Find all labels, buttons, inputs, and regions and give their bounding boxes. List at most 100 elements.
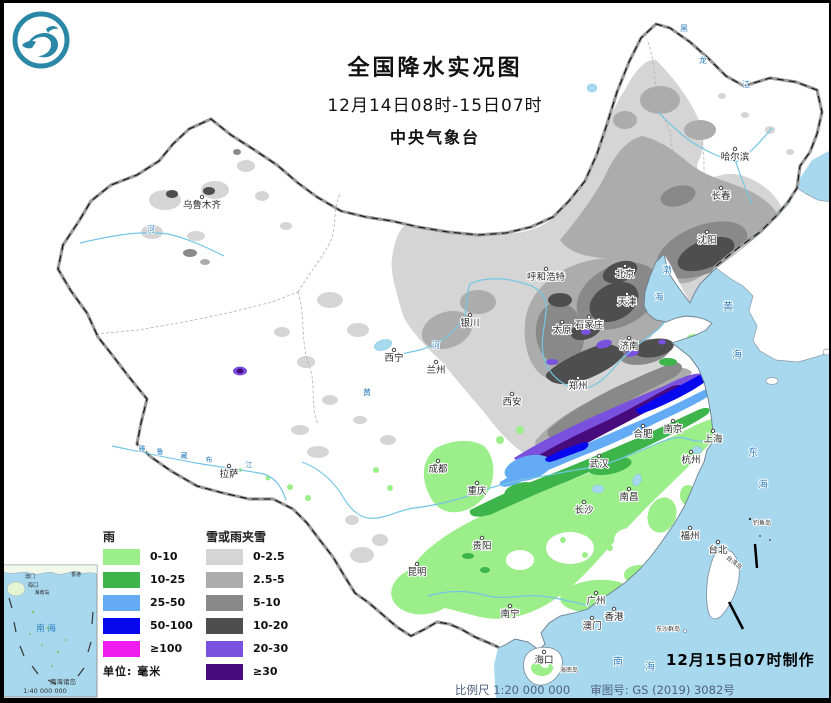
page-title: 全国降水实况图	[347, 56, 523, 81]
legend-row: ≥100	[103, 640, 193, 657]
legend-row: 20-30	[206, 640, 288, 657]
city-label: 西安	[502, 396, 521, 408]
city-marker	[687, 525, 693, 531]
city-label: 香港	[604, 611, 624, 623]
sea-or-river-label: 海	[732, 348, 742, 361]
city-label: 郑州	[568, 380, 587, 392]
city-marker	[467, 312, 473, 318]
city-label: 海口	[534, 654, 553, 666]
sea-or-river-label: 海	[645, 660, 655, 673]
legend-swatch	[206, 617, 243, 634]
city-marker	[718, 185, 724, 191]
city-marker	[543, 266, 549, 272]
city-label: 澳门	[582, 620, 601, 632]
sea-or-river-label: 海	[758, 478, 768, 491]
inset-label: 南海诸岛	[50, 677, 76, 686]
legend-swatch	[103, 571, 140, 588]
legend-range-label: 50-100	[150, 619, 193, 632]
legend-row: 0-2.5	[206, 548, 288, 565]
city-marker	[593, 590, 599, 596]
legend-rain: 雨 0-10 10-25 25-50 50-100 ≥100 单位: 毫米	[103, 528, 193, 679]
city-marker	[688, 449, 694, 455]
legend-snow: 雪或雨夹雪 0-2.5 2.5-5 5-10 10-20 20-30 ≥30	[206, 528, 288, 686]
legend-range-label: 5-10	[253, 596, 281, 609]
city-marker	[541, 649, 547, 655]
national-border	[56, 22, 824, 649]
city-marker	[509, 391, 515, 397]
city-label: 石家庄	[575, 319, 604, 331]
city-label: 重庆	[467, 485, 487, 497]
city-marker	[640, 423, 646, 429]
city-marker	[589, 615, 595, 621]
city-marker	[704, 229, 710, 235]
city-marker	[199, 194, 205, 200]
city-marker	[581, 499, 587, 505]
city-label: 长沙	[574, 504, 594, 516]
province-boundaries	[95, 41, 709, 425]
legend-swatch	[206, 594, 243, 611]
legend-range-label: 25-50	[150, 596, 186, 609]
approval-text: 审图号: GS (2019) 3082号	[590, 683, 735, 697]
city-label: 合肥	[633, 428, 653, 440]
city-label: 南宁	[500, 608, 519, 620]
city-label: 西宁	[384, 352, 403, 364]
legend-swatch	[206, 548, 243, 565]
nine-dash-line	[8, 597, 94, 685]
legend-range-label: 0-10	[150, 550, 178, 563]
inset-islands	[29, 610, 67, 667]
city-label: 上海	[703, 433, 723, 445]
city-label: 拉萨	[219, 468, 239, 480]
small-islands	[683, 517, 771, 633]
city-label: 武汉	[589, 458, 609, 470]
city-marker	[622, 263, 628, 269]
sea-or-river-label: 东	[748, 446, 758, 459]
island-label: 海南岛	[560, 666, 578, 674]
city-marker	[435, 458, 441, 464]
city-label: 贵阳	[472, 540, 491, 552]
inset-label: 1:40 000 000	[23, 687, 67, 695]
sea-or-river-label: 渤	[662, 264, 671, 276]
city-marker	[624, 291, 630, 297]
lakes	[374, 83, 703, 494]
city-label: 台北	[708, 544, 728, 556]
map-title-block: 全国降水实况图 12月14日08时-15日07时 中央气象台	[270, 50, 600, 148]
city-marker	[479, 535, 485, 541]
sea-or-river-label: 江	[742, 80, 750, 89]
island-label: 东沙群岛	[656, 625, 680, 633]
sea-or-river-label: 河	[147, 224, 155, 234]
legend-swatch	[103, 617, 140, 634]
sea-or-river-label: 龙	[699, 55, 707, 65]
city-marker	[626, 335, 632, 341]
legend-range-label: ≥100	[150, 642, 183, 655]
legend-row: ≥30	[206, 663, 288, 680]
sea-or-river-label: 河	[432, 340, 440, 350]
legend-row: 2.5-5	[206, 571, 288, 588]
inset-label: 澳门	[25, 573, 35, 580]
legend-swatch	[206, 571, 243, 588]
legend-range-label: 10-20	[253, 619, 289, 632]
cma-logo	[8, 7, 74, 77]
production-time: 12月15日07时制作	[666, 651, 815, 669]
time-period: 12月14日08时-15日07时	[327, 96, 543, 116]
rivers	[79, 111, 773, 607]
city-label: 兰州	[426, 364, 445, 376]
legend-swatch	[103, 594, 140, 611]
legend-snow-title: 雪或雨夹雪	[206, 530, 267, 544]
city-marker	[626, 486, 632, 492]
map-scale-line: 比例尺 1:20 000 000 审图号: GS (2019) 3082号	[455, 682, 735, 698]
precipitation-layers	[141, 59, 810, 619]
city-label: 太原	[552, 324, 571, 336]
city-label: 昆明	[407, 567, 426, 578]
city-label: 广州	[586, 595, 605, 607]
legend-range-label: ≥30	[253, 665, 278, 678]
city-label: 哈尔滨	[721, 151, 750, 163]
city-label: 北京	[615, 268, 634, 280]
city-label: 沈阳	[697, 234, 716, 246]
city-label: 乌鲁木齐	[183, 199, 222, 211]
agency-name: 中央气象台	[389, 128, 480, 147]
inset-label: 南 海	[36, 623, 56, 634]
legend-row: 5-10	[206, 594, 288, 611]
legend-swatch	[206, 640, 243, 657]
